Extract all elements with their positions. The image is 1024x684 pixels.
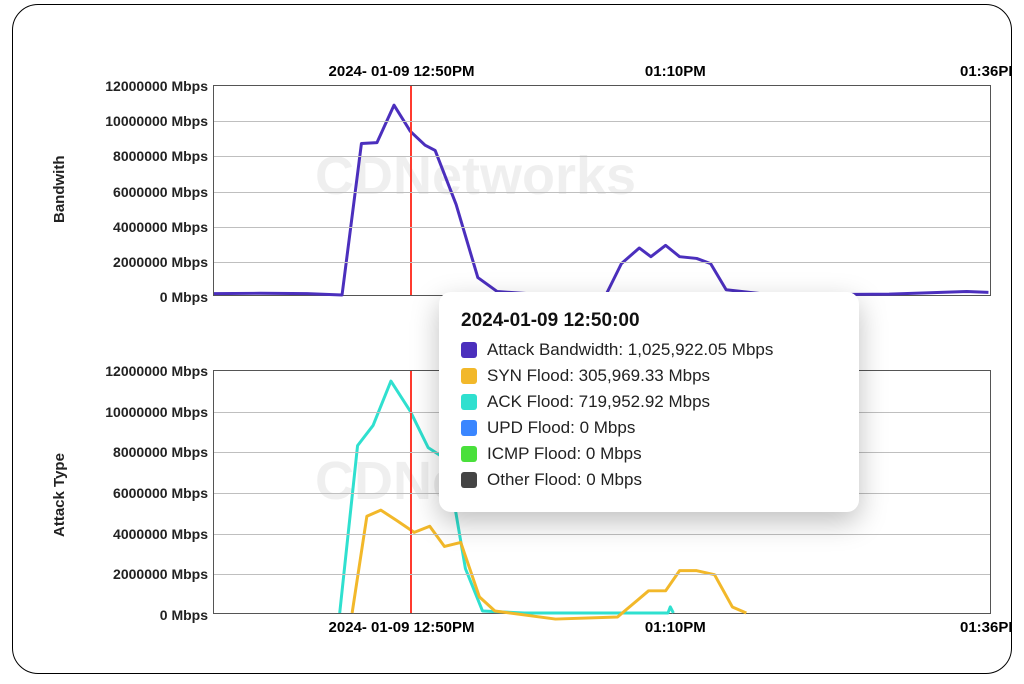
y-tick-label: 0 Mbps [160,607,208,623]
y-tick-label: 12000000 Mbps [105,78,208,94]
y-axis-label-bandwidth: Bandwith [51,156,68,224]
x-tick-label: 2024- 01-09 12:50PM [329,63,475,80]
tooltip-swatch [461,420,477,436]
series-line [214,105,988,295]
tooltip-swatch [461,368,477,384]
gridline [214,227,990,228]
gridline [214,192,990,193]
tooltip-row-label: Attack Bandwidth: 1,025,922.05 Mbps [487,340,773,360]
gridline [214,121,990,122]
tooltip-row: UPD Flood: 0 Mbps [461,418,837,438]
chart-card: CDNetworks CDNetworks Bandwith Attack Ty… [12,4,1012,674]
tooltip-row-label: SYN Flood: 305,969.33 Mbps [487,366,710,386]
y-tick-label: 4000000 Mbps [113,526,208,542]
tooltip-swatch [461,446,477,462]
tooltip-row: Other Flood: 0 Mbps [461,470,837,490]
y-tick-label: 6000000 Mbps [113,184,208,200]
tooltip-row: ACK Flood: 719,952.92 Mbps [461,392,837,412]
tooltip-row-label: ACK Flood: 719,952.92 Mbps [487,392,710,412]
tooltip-row: ICMP Flood: 0 Mbps [461,444,837,464]
x-tick-label: 01:10PM [645,63,706,80]
y-tick-label: 12000000 Mbps [105,363,208,379]
x-tick-label: 01:36PM [960,63,1012,80]
y-tick-label: 10000000 Mbps [105,404,208,420]
y-tick-label: 0 Mbps [160,289,208,305]
x-tick-label: 2024- 01-09 12:50PM [329,619,475,636]
bandwidth-plot[interactable]: 0 Mbps2000000 Mbps4000000 Mbps6000000 Mb… [213,85,991,296]
crosshair-line-top [410,86,412,295]
tooltip-row-label: ICMP Flood: 0 Mbps [487,444,642,464]
y-tick-label: 4000000 Mbps [113,219,208,235]
tooltip-swatch [461,472,477,488]
x-tick-label: 01:36PM [960,619,1012,636]
y-tick-label: 8000000 Mbps [113,444,208,460]
y-tick-label: 6000000 Mbps [113,485,208,501]
crosshair-line-bottom [410,371,412,613]
gridline [214,262,990,263]
y-tick-label: 2000000 Mbps [113,254,208,270]
tooltip-row: SYN Flood: 305,969.33 Mbps [461,366,837,386]
y-tick-label: 8000000 Mbps [113,148,208,164]
gridline [214,574,990,575]
tooltip-row-label: UPD Flood: 0 Mbps [487,418,635,438]
x-tick-label: 01:10PM [645,619,706,636]
y-tick-label: 10000000 Mbps [105,113,208,129]
gridline [214,156,990,157]
tooltip-title: 2024-01-09 12:50:00 [461,310,837,332]
tooltip-row-label: Other Flood: 0 Mbps [487,470,642,490]
hover-tooltip: 2024-01-09 12:50:00 Attack Bandwidth: 1,… [439,292,859,512]
gridline [214,534,990,535]
y-tick-label: 2000000 Mbps [113,566,208,582]
y-axis-label-attack-type: Attack Type [51,453,68,537]
tooltip-swatch [461,394,477,410]
tooltip-row: Attack Bandwidth: 1,025,922.05 Mbps [461,340,837,360]
tooltip-swatch [461,342,477,358]
